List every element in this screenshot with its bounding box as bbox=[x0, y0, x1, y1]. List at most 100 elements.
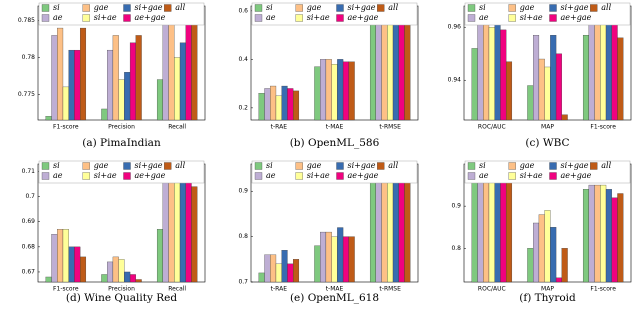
legend-label: si bbox=[53, 161, 60, 170]
legend-swatch bbox=[549, 172, 557, 180]
bar bbox=[107, 261, 114, 283]
legend-swatch bbox=[590, 4, 598, 12]
bar bbox=[505, 61, 513, 121]
legend-label: gae bbox=[307, 161, 322, 170]
legend-label: all bbox=[388, 3, 398, 12]
bar bbox=[538, 214, 545, 283]
legend-swatch bbox=[254, 172, 263, 180]
legend-label: gae bbox=[94, 3, 109, 12]
bar bbox=[392, 13, 399, 121]
legend-label: ae bbox=[266, 13, 276, 22]
legend-label: ae bbox=[479, 13, 489, 22]
legend-box bbox=[464, 160, 631, 184]
legend-box bbox=[38, 160, 205, 184]
bar bbox=[57, 229, 64, 283]
legend-swatch bbox=[467, 14, 476, 22]
legend-swatch bbox=[549, 14, 557, 22]
bar bbox=[118, 79, 125, 121]
legend-swatch bbox=[123, 162, 131, 170]
bar bbox=[342, 236, 349, 283]
bar bbox=[544, 66, 551, 121]
caption: (e) OpenML_618 bbox=[290, 292, 379, 304]
bar bbox=[611, 19, 618, 121]
legend-swatch bbox=[377, 4, 385, 12]
legend-swatch bbox=[254, 14, 263, 22]
legend-label: all bbox=[388, 161, 398, 170]
bar bbox=[168, 13, 175, 121]
bar bbox=[605, 11, 612, 121]
bar bbox=[112, 256, 119, 283]
bar bbox=[270, 85, 277, 121]
legend-label: ae+gae bbox=[561, 171, 592, 180]
bar bbox=[594, 184, 601, 283]
legend-label: ae bbox=[266, 171, 276, 180]
legend-box bbox=[38, 2, 205, 26]
legend-label: si+gae bbox=[348, 3, 376, 12]
bar bbox=[600, 21, 607, 121]
caption: (d) Wine Quality Red bbox=[66, 292, 177, 304]
bar bbox=[617, 37, 624, 121]
bar bbox=[500, 180, 507, 283]
bar bbox=[320, 231, 327, 283]
bar bbox=[68, 246, 75, 283]
legend-swatch bbox=[82, 14, 90, 22]
legend-swatch bbox=[549, 162, 557, 170]
legend-label: ae+gae bbox=[348, 171, 379, 180]
legend-swatch bbox=[82, 172, 90, 180]
bar bbox=[135, 279, 142, 283]
bar bbox=[185, 20, 192, 121]
legend-label: si+ae bbox=[307, 171, 330, 180]
bar bbox=[45, 116, 52, 121]
bar bbox=[275, 95, 282, 121]
bar bbox=[387, 15, 394, 121]
legend-label: si+gae bbox=[561, 3, 589, 12]
bar bbox=[555, 277, 562, 283]
legend-swatch bbox=[336, 172, 344, 180]
x-tick-label: t-RMSE bbox=[379, 124, 401, 131]
y-tick-label: 0.2 bbox=[238, 104, 248, 111]
legend-swatch bbox=[295, 162, 303, 170]
bar bbox=[494, 172, 501, 283]
legend-label: gae bbox=[307, 3, 322, 12]
bar bbox=[588, 184, 595, 283]
x-tick-label: Recall bbox=[168, 286, 186, 293]
bar bbox=[605, 189, 612, 283]
bar bbox=[375, 172, 382, 283]
bar bbox=[533, 222, 540, 283]
bar bbox=[129, 274, 136, 283]
legend-swatch bbox=[295, 172, 303, 180]
legend-label: gae bbox=[520, 161, 535, 170]
bar bbox=[494, 21, 501, 121]
y-tick-label: 0.8 bbox=[451, 245, 461, 252]
bar bbox=[555, 53, 562, 121]
legend-label: si+ae bbox=[94, 171, 117, 180]
legend-label: si+gae bbox=[135, 161, 163, 170]
x-tick-label: t-MAE bbox=[326, 124, 344, 131]
legend-box bbox=[251, 160, 418, 184]
bar bbox=[101, 108, 108, 121]
bar bbox=[174, 178, 181, 283]
legend-label: gae bbox=[94, 161, 109, 170]
legend-swatch bbox=[336, 162, 344, 170]
bar bbox=[404, 15, 411, 121]
x-tick-label: Precision bbox=[108, 286, 135, 293]
bar bbox=[477, 19, 484, 121]
legend-swatch bbox=[254, 162, 263, 170]
bar bbox=[314, 66, 321, 121]
bar bbox=[124, 271, 131, 283]
bar bbox=[264, 88, 271, 121]
bar bbox=[320, 59, 327, 121]
bar bbox=[79, 256, 87, 283]
bar bbox=[314, 245, 321, 283]
legend-label: si+ae bbox=[520, 13, 543, 22]
legend-swatch bbox=[82, 162, 90, 170]
bar bbox=[62, 86, 69, 121]
bar bbox=[185, 178, 192, 283]
bar bbox=[179, 178, 186, 283]
bar bbox=[51, 35, 58, 121]
legend-label: si+gae bbox=[135, 3, 163, 12]
bar bbox=[392, 172, 399, 283]
bar bbox=[51, 234, 58, 283]
bar bbox=[292, 259, 300, 283]
y-tick-label: 0.6 bbox=[238, 7, 248, 14]
